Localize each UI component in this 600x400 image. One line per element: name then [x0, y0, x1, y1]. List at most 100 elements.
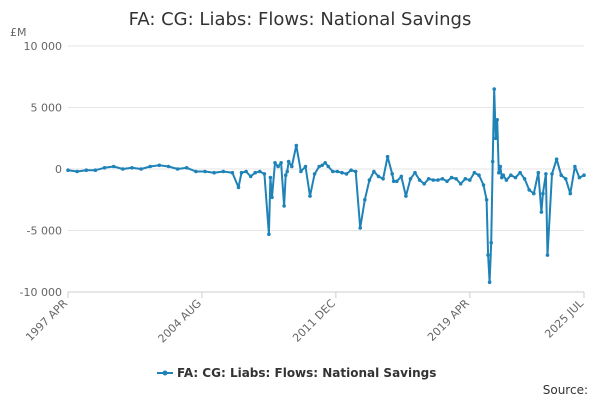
- data-point: [194, 169, 198, 174]
- data-point: [262, 172, 267, 176]
- data-point: [477, 173, 481, 177]
- data-point: [545, 253, 550, 257]
- data-point: [326, 164, 331, 169]
- data-point: [582, 173, 586, 177]
- data-point: [404, 194, 408, 198]
- data-point: [559, 173, 563, 177]
- data-point: [550, 172, 554, 176]
- data-point: [320, 163, 325, 168]
- data-point: [221, 169, 226, 174]
- data-point: [212, 170, 216, 175]
- data-point: [563, 177, 568, 181]
- data-point: [422, 182, 427, 186]
- data-point: [445, 179, 449, 184]
- gridlines: [68, 45, 584, 293]
- data-point: [498, 164, 503, 169]
- y-tick-label: 0: [55, 163, 62, 176]
- data-point: [312, 172, 317, 176]
- data-point: [527, 188, 531, 192]
- data-point: [501, 173, 506, 177]
- data-point: [139, 167, 143, 171]
- data-point: [577, 175, 582, 180]
- legend-marker: [162, 370, 168, 376]
- legend[interactable]: FA: CG: Liabs: Flows: National Savings: [157, 366, 436, 380]
- data-point: [268, 175, 273, 180]
- series-line: [67, 88, 585, 284]
- data-point: [539, 210, 544, 214]
- data-point: [390, 172, 395, 176]
- data-point: [495, 118, 500, 122]
- data-point: [431, 178, 436, 182]
- y-unit-label: £M: [10, 26, 27, 39]
- data-point: [487, 280, 492, 285]
- data-point: [426, 177, 431, 181]
- data-point: [317, 164, 322, 169]
- data-point: [286, 159, 291, 164]
- data-point: [344, 172, 349, 176]
- data-point: [276, 164, 280, 169]
- data-point: [413, 170, 417, 175]
- data-point: [75, 169, 79, 174]
- y-tick-label: -5 000: [27, 225, 62, 238]
- data-point: [481, 183, 486, 187]
- data-point: [522, 177, 527, 181]
- chart-title: FA: CG: Liabs: Flows: National Savings: [129, 9, 472, 30]
- data-point: [323, 161, 328, 165]
- data-point: [340, 170, 344, 175]
- data-point: [358, 226, 363, 230]
- data-point: [148, 164, 152, 169]
- x-tick-labels: 1997 APR 2004 AUG 2011 DEC 2019 APR 2025 JUL: [23, 292, 587, 345]
- y-tick-label: -10 000: [20, 286, 62, 299]
- data-point: [303, 164, 308, 169]
- data-point: [308, 194, 312, 198]
- data-point: [372, 169, 376, 174]
- data-point: [121, 167, 125, 171]
- data-point: [541, 191, 545, 196]
- data-point: [489, 241, 494, 245]
- data-point: [285, 169, 290, 174]
- data-point: [299, 169, 303, 174]
- data-point: [436, 178, 440, 182]
- x-tick-label: 1997 APR: [23, 297, 70, 344]
- data-point: [513, 175, 518, 180]
- data-point: [236, 185, 241, 190]
- data-point: [536, 170, 541, 175]
- data-point: [554, 157, 559, 161]
- data-point: [504, 178, 509, 182]
- data-point: [203, 169, 207, 174]
- data-point: [463, 177, 468, 181]
- data-point: [244, 169, 248, 174]
- data-point: [367, 178, 372, 182]
- data-point: [408, 177, 413, 181]
- data-point: [66, 168, 70, 172]
- data-point: [492, 87, 497, 91]
- data-point: [486, 253, 490, 257]
- data-point: [157, 163, 162, 168]
- data-point: [279, 161, 283, 165]
- legend-label: FA: CG: Liabs: Flows: National Savings: [177, 366, 436, 380]
- data-point: [385, 154, 390, 159]
- data-point: [335, 169, 340, 174]
- data-point: [509, 173, 513, 177]
- data-point: [282, 204, 286, 208]
- data-point: [253, 170, 257, 175]
- data-point: [532, 191, 536, 196]
- data-point: [184, 166, 189, 170]
- data-point: [395, 179, 399, 184]
- data-point: [458, 182, 463, 186]
- x-tick-label: 2011 DEC: [290, 297, 338, 345]
- data-point: [93, 168, 98, 172]
- data-point: [353, 169, 358, 174]
- data-point: [449, 175, 454, 180]
- data-point: [248, 174, 253, 179]
- data-point: [239, 170, 244, 175]
- data-point: [544, 172, 548, 176]
- data-point: [568, 191, 573, 196]
- data-point: [294, 143, 299, 148]
- data-point: [290, 164, 294, 169]
- data-point: [258, 169, 262, 174]
- data-point: [518, 170, 522, 175]
- data-point: [175, 167, 180, 171]
- data-point: [267, 232, 271, 236]
